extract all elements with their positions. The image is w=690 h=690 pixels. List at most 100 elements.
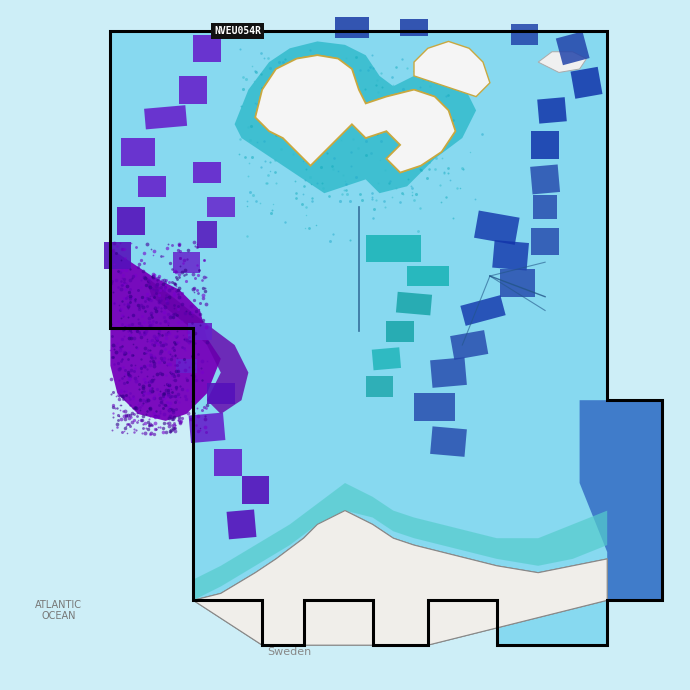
Point: [108, 297, 119, 308]
Point: [136, 275, 147, 286]
Point: [147, 420, 158, 431]
Point: [112, 304, 123, 315]
Point: [240, 74, 251, 85]
Point: [127, 339, 138, 350]
Point: [162, 384, 173, 395]
Point: [169, 337, 180, 348]
Point: [138, 411, 149, 422]
Point: [190, 306, 201, 317]
Point: [186, 413, 197, 424]
Point: [119, 377, 130, 388]
Point: [134, 318, 145, 329]
Point: [269, 167, 280, 178]
Point: [328, 164, 339, 175]
Point: [276, 144, 287, 155]
Point: [317, 177, 328, 188]
Point: [163, 328, 174, 339]
Point: [371, 80, 382, 91]
Point: [190, 375, 201, 386]
Point: [131, 408, 142, 419]
Point: [447, 115, 458, 126]
Point: [156, 368, 167, 380]
Point: [161, 294, 172, 305]
Point: [339, 75, 350, 86]
Point: [157, 394, 168, 405]
Point: [120, 348, 131, 359]
Point: [168, 411, 179, 422]
Point: [159, 278, 170, 289]
Point: [128, 391, 139, 402]
Point: [179, 356, 190, 367]
Point: [112, 402, 123, 413]
Point: [162, 389, 173, 400]
Point: [160, 333, 171, 344]
Point: [170, 394, 181, 405]
Point: [181, 335, 193, 346]
Point: [197, 275, 208, 286]
Point: [367, 63, 378, 74]
Point: [241, 230, 253, 241]
Point: [341, 107, 352, 118]
Point: [387, 79, 398, 90]
Point: [173, 414, 184, 425]
Point: [308, 139, 319, 150]
Point: [120, 293, 131, 304]
Point: [111, 337, 122, 348]
Point: [119, 414, 130, 425]
Point: [155, 336, 166, 347]
Point: [113, 391, 124, 402]
Point: [251, 99, 262, 110]
Point: [170, 375, 181, 386]
Bar: [144, 105, 187, 130]
Point: [129, 293, 140, 304]
Point: [353, 109, 364, 120]
Point: [293, 57, 304, 68]
Point: [158, 408, 169, 420]
Point: [148, 392, 159, 403]
Point: [259, 82, 270, 93]
Point: [128, 309, 139, 320]
Point: [148, 271, 159, 282]
Point: [196, 404, 207, 415]
Point: [139, 328, 150, 339]
Point: [112, 390, 124, 401]
Point: [368, 213, 379, 224]
Point: [164, 277, 175, 288]
Point: [168, 424, 179, 435]
Point: [144, 385, 155, 396]
Point: [134, 378, 145, 389]
Point: [172, 359, 183, 371]
Point: [124, 374, 135, 385]
Bar: [492, 240, 529, 270]
Point: [118, 244, 129, 255]
Point: [302, 141, 313, 152]
Point: [124, 330, 135, 341]
Point: [152, 305, 163, 316]
Point: [158, 353, 169, 364]
Point: [117, 309, 128, 320]
Point: [146, 311, 157, 322]
Point: [153, 325, 164, 336]
Point: [197, 290, 208, 301]
Point: [115, 386, 126, 397]
Point: [155, 422, 166, 433]
Point: [194, 319, 205, 331]
Point: [161, 396, 172, 407]
Point: [122, 418, 133, 429]
Polygon shape: [580, 400, 662, 600]
Point: [132, 299, 144, 310]
Point: [170, 339, 181, 350]
Point: [234, 44, 245, 55]
Point: [411, 188, 422, 199]
Point: [235, 100, 246, 111]
Point: [144, 313, 155, 324]
Point: [188, 283, 199, 294]
Point: [125, 411, 136, 422]
Point: [184, 362, 195, 373]
Point: [146, 375, 157, 386]
Point: [199, 411, 210, 422]
Bar: [372, 347, 401, 371]
Point: [201, 427, 212, 438]
Point: [124, 420, 135, 431]
Point: [415, 202, 426, 213]
